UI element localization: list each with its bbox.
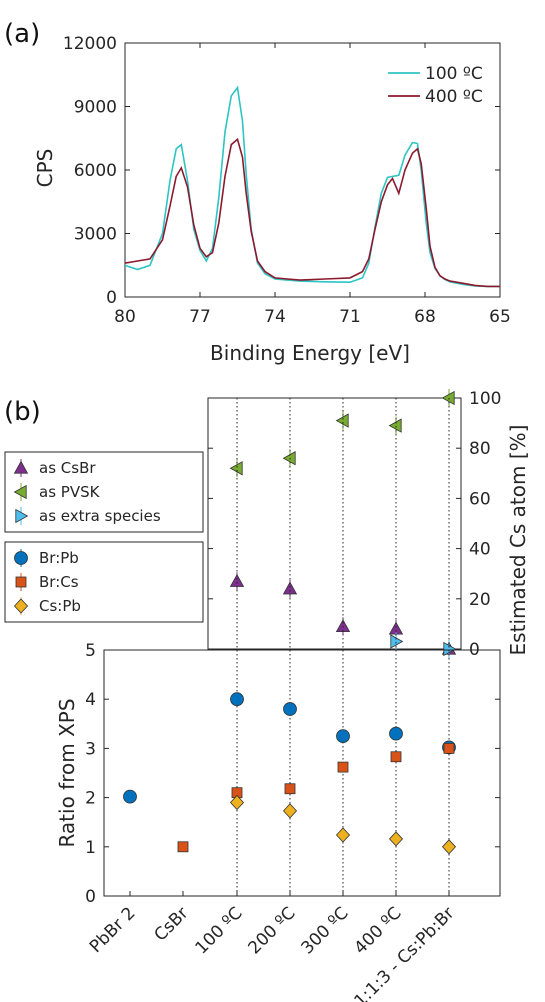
legend-label-b: Br:Cs [39, 573, 79, 591]
legend-b-ratios: Br:Pb Br:Cs Cs:Pb [4, 541, 204, 623]
x-axis-label-a: Binding Energy [eV] [210, 341, 410, 365]
data-point-b-bottom [336, 729, 350, 743]
y-tick-label-a: 0 [106, 288, 117, 308]
data-point-b-top [229, 461, 243, 476]
y-tick-label-a: 9000 [74, 98, 117, 118]
data-point-b-bottom [177, 841, 189, 853]
x-tick-label-a: 80 [114, 307, 136, 327]
legend-a: 100 ºC 400 ºC [388, 64, 483, 107]
data-point-b-top [388, 418, 402, 433]
y-tick-label-b-bottom: 0 [85, 887, 96, 907]
legend-b-composition: as CsBr as PVSK as extra species [4, 451, 204, 533]
x-tick-label-a: 74 [264, 307, 286, 327]
legend-marker [15, 508, 29, 524]
data-point-b-top [388, 621, 404, 635]
data-point-b-top [390, 634, 404, 649]
data-point-b-bottom [282, 803, 298, 819]
data-point-b-top [282, 451, 296, 466]
data-point-b-bottom [337, 761, 349, 773]
data-point-b-top [443, 641, 457, 657]
data-point-b-bottom [441, 839, 457, 855]
y-tick-label-b-top: 40 [469, 540, 491, 560]
legend-label-b: as PVSK [39, 483, 101, 501]
data-point-b-top [229, 573, 245, 587]
y-axis-label-a: CPS [33, 149, 57, 188]
y-tick-label-a: 6000 [74, 161, 117, 181]
data-point-b-bottom [443, 743, 455, 754]
y-tick-label-b-bottom: 3 [85, 739, 96, 759]
y-tick-label-b-top: 100 [469, 389, 501, 409]
legend-marker [13, 598, 29, 614]
series-line-400c [124, 137, 500, 288]
x-tick-label-a: 65 [489, 307, 511, 327]
x-tick-label-a: 68 [414, 307, 436, 327]
plot-frame-b-top [207, 397, 462, 650]
y-tick-label-b-top: 80 [469, 439, 491, 459]
x-tick-label-b: 300 ºC [298, 903, 353, 958]
legend-marker [15, 576, 27, 588]
line-series-group [124, 85, 500, 288]
y-tick-label-b-top: 60 [469, 489, 491, 509]
axes-a: 80 77 74 71 68 65 0 3000 6000 9000 12000 [63, 34, 511, 327]
data-point-b-bottom [390, 751, 402, 763]
points-b-bottom [123, 692, 457, 855]
y-tick-label-a: 12000 [63, 34, 117, 54]
legend-label-b: as CsBr [39, 459, 96, 477]
data-point-b-bottom [283, 702, 297, 716]
plot-frame-b-bottom [103, 649, 501, 897]
data-point-b-top [282, 581, 298, 595]
legend-label-b: as extra species [39, 507, 161, 525]
panel-label-a: (a) [4, 19, 40, 49]
data-point-b-bottom [123, 789, 137, 804]
x-tick-label-b: 200 ºC [245, 903, 300, 958]
data-point-b-bottom [389, 726, 403, 741]
y-tick-label-b-bottom: 1 [85, 838, 96, 858]
legend-box [4, 541, 204, 623]
x-tick-label-b: PbBr 2 [86, 903, 140, 957]
data-point-b-top [335, 413, 349, 428]
points-b-top [229, 389, 457, 658]
legend-box [4, 451, 204, 533]
data-point-b-bottom [229, 794, 245, 811]
data-point-b-bottom [284, 783, 296, 795]
y-axis-label-b-bottom: Ratio from XPS [55, 698, 79, 847]
y-tick-label-a: 3000 [74, 225, 117, 245]
panel-label-b: (b) [4, 397, 41, 427]
legend-label-a: 100 ºC [425, 64, 483, 84]
data-point-b-top [335, 619, 351, 633]
legend-marker [13, 460, 29, 474]
legend-marker [14, 551, 28, 565]
data-point-b-top [441, 390, 455, 406]
legend-label-b: Cs:Pb [39, 597, 81, 615]
series-line-100c [124, 85, 500, 288]
x-tick-label-a: 71 [339, 307, 361, 327]
data-point-b-bottom [335, 827, 351, 843]
data-point-b-bottom [230, 692, 244, 707]
legend-label-b: Br:Pb [39, 549, 79, 567]
y-tick-label-b-bottom: 5 [85, 641, 96, 661]
y-tick-label-b-bottom: 2 [85, 789, 96, 809]
legend-label-a: 400 ºC [425, 87, 483, 107]
x-tick-label-a: 77 [189, 307, 211, 327]
y-tick-label-b-bottom: 4 [85, 690, 96, 710]
y-tick-label-b-top: 20 [469, 590, 491, 610]
legend-marker [13, 484, 27, 500]
x-tick-label-b: 100 ºC [192, 903, 247, 958]
y-axis-label-b-top: Estimated Cs atom [%] [506, 425, 530, 656]
data-point-b-bottom [388, 831, 404, 847]
panel-a: (a) 80 77 74 71 68 65 0 3000 6000 9000 12000 100 º… [4, 19, 511, 365]
x-tick-label-b: CsBr [151, 903, 193, 945]
